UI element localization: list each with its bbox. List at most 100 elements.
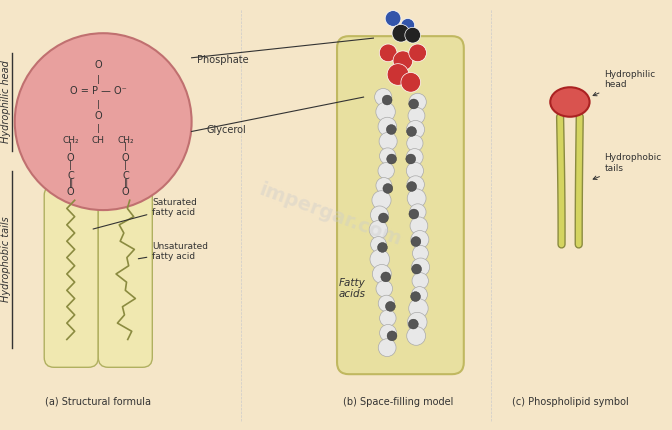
- Text: impergar.com: impergar.com: [256, 180, 404, 250]
- Circle shape: [392, 25, 410, 42]
- Circle shape: [378, 213, 388, 223]
- Circle shape: [372, 264, 391, 283]
- Circle shape: [405, 28, 421, 43]
- Circle shape: [401, 18, 415, 32]
- Text: Fatty
acids: Fatty acids: [339, 278, 366, 300]
- Circle shape: [401, 73, 421, 92]
- Text: |: |: [69, 161, 72, 170]
- Text: C: C: [67, 171, 74, 181]
- Text: (b) Space-filling model: (b) Space-filling model: [343, 396, 453, 407]
- Circle shape: [407, 326, 425, 345]
- Circle shape: [407, 162, 423, 179]
- Circle shape: [409, 93, 426, 111]
- Text: |: |: [124, 142, 127, 151]
- Circle shape: [379, 44, 397, 62]
- Circle shape: [370, 249, 390, 269]
- Text: O: O: [122, 153, 130, 163]
- Text: O: O: [95, 111, 102, 121]
- Text: O: O: [67, 153, 75, 163]
- Text: ‖: ‖: [124, 178, 128, 187]
- Text: Glycerol: Glycerol: [206, 126, 246, 135]
- Circle shape: [378, 117, 396, 136]
- Text: O = P — O⁻: O = P — O⁻: [70, 86, 126, 96]
- Circle shape: [378, 295, 394, 312]
- Circle shape: [374, 89, 392, 106]
- Text: |: |: [97, 100, 99, 109]
- Circle shape: [409, 44, 427, 62]
- Circle shape: [408, 108, 425, 124]
- Circle shape: [411, 230, 429, 249]
- Circle shape: [378, 163, 394, 179]
- Circle shape: [370, 206, 388, 224]
- Text: O: O: [122, 187, 130, 197]
- Circle shape: [393, 51, 413, 71]
- Circle shape: [407, 189, 426, 208]
- Circle shape: [407, 135, 423, 151]
- Circle shape: [381, 272, 390, 282]
- Text: Phosphate: Phosphate: [196, 55, 248, 64]
- Text: Saturated
fatty acid: Saturated fatty acid: [93, 198, 197, 229]
- Circle shape: [387, 331, 397, 341]
- Text: (c) Phospholipid symbol: (c) Phospholipid symbol: [511, 396, 628, 407]
- Text: O: O: [95, 60, 102, 70]
- Circle shape: [387, 64, 409, 85]
- Circle shape: [406, 154, 416, 164]
- Text: CH₂: CH₂: [118, 136, 134, 145]
- Circle shape: [383, 184, 392, 194]
- Circle shape: [385, 11, 401, 26]
- Circle shape: [409, 298, 428, 318]
- Text: O: O: [67, 187, 75, 197]
- Text: Hydrophilic head: Hydrophilic head: [1, 61, 11, 144]
- Circle shape: [379, 132, 397, 150]
- Circle shape: [407, 126, 417, 136]
- Circle shape: [411, 287, 427, 303]
- Text: (a) Structural formula: (a) Structural formula: [45, 396, 151, 407]
- Text: |: |: [69, 142, 72, 151]
- Circle shape: [409, 319, 418, 329]
- Circle shape: [409, 209, 419, 219]
- Circle shape: [407, 120, 425, 138]
- Circle shape: [411, 258, 429, 276]
- Text: Hydrophilic
head: Hydrophilic head: [593, 70, 656, 96]
- Circle shape: [382, 95, 392, 105]
- Text: |: |: [97, 75, 99, 84]
- Circle shape: [369, 221, 388, 239]
- Circle shape: [376, 102, 395, 122]
- Circle shape: [413, 246, 428, 261]
- Circle shape: [386, 154, 396, 164]
- Ellipse shape: [550, 87, 589, 117]
- Circle shape: [380, 310, 396, 326]
- Circle shape: [371, 237, 386, 252]
- Text: C: C: [122, 171, 129, 181]
- Text: Hydrophobic
tails: Hydrophobic tails: [593, 154, 661, 179]
- Circle shape: [412, 273, 429, 289]
- Circle shape: [15, 33, 192, 210]
- Text: |: |: [97, 124, 99, 133]
- Text: Hydrophobic tails: Hydrophobic tails: [1, 216, 11, 302]
- Circle shape: [407, 149, 423, 166]
- Circle shape: [378, 339, 396, 356]
- Circle shape: [409, 204, 426, 220]
- FancyBboxPatch shape: [337, 36, 464, 374]
- Circle shape: [407, 176, 425, 194]
- Circle shape: [380, 148, 396, 164]
- Circle shape: [407, 181, 417, 191]
- Circle shape: [376, 178, 392, 194]
- Circle shape: [386, 125, 396, 135]
- FancyBboxPatch shape: [98, 185, 153, 367]
- FancyBboxPatch shape: [44, 185, 98, 367]
- Text: CH₂: CH₂: [62, 136, 79, 145]
- Circle shape: [410, 217, 428, 235]
- Circle shape: [380, 325, 396, 341]
- Text: |: |: [124, 161, 127, 170]
- Circle shape: [412, 264, 421, 274]
- Circle shape: [378, 243, 387, 252]
- Circle shape: [372, 190, 391, 210]
- Circle shape: [411, 292, 421, 301]
- Circle shape: [407, 312, 427, 332]
- Text: CH: CH: [92, 136, 105, 145]
- Circle shape: [411, 237, 421, 246]
- Circle shape: [386, 301, 395, 311]
- Text: ‖: ‖: [69, 178, 73, 187]
- Text: Unsaturated
fatty acid: Unsaturated fatty acid: [138, 242, 208, 261]
